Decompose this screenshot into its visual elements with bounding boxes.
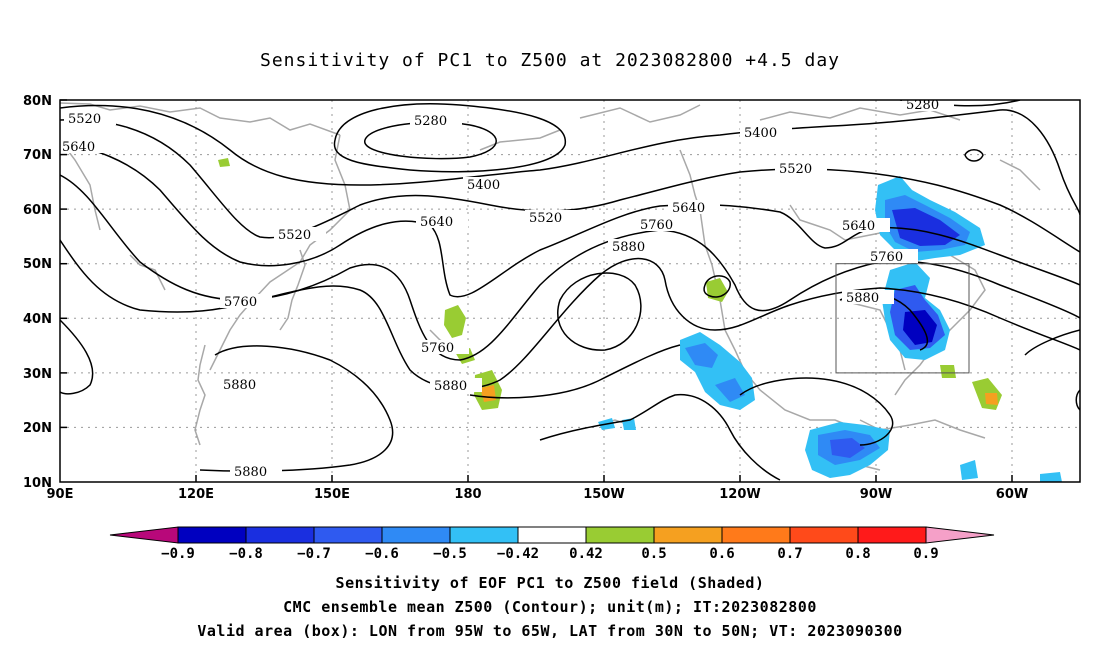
latitude-labels: 80N 70N 60N 50N 40N 30N 20N 10N	[23, 94, 52, 491]
shade-labrador-deep	[892, 208, 960, 246]
colorbar-segment	[313, 526, 383, 544]
contour-label: 5880	[612, 240, 645, 255]
lon-label: 150W	[583, 487, 624, 502]
contour-5280-closed	[333, 103, 566, 173]
lat-label: 20N	[23, 421, 52, 436]
contour-5400	[60, 104, 1080, 216]
contour-label: 5880	[846, 291, 879, 306]
colorbar-segment	[857, 526, 927, 544]
colorbar-label: 0.8	[845, 546, 870, 562]
contour-label: 5520	[779, 162, 812, 177]
contour-5280-inner	[364, 121, 497, 160]
longitude-labels: 90E 120E 150E 180 150W 120W 90W 60W	[47, 487, 1029, 502]
map-title: Sensitivity of PC1 to Z500 at 2023082800…	[259, 50, 840, 71]
colorbar-label: 0.9	[913, 546, 938, 562]
colorbar-low-arrow	[109, 526, 179, 544]
footer-line-2: CMC ensemble mean Z500 (Contour); unit(m…	[283, 598, 817, 616]
shade-east-pacific-core2	[715, 378, 745, 402]
contour-5880-pnw	[703, 275, 731, 298]
colorbar-label: −0.7	[297, 546, 331, 562]
shade-spot-far-se	[1040, 472, 1062, 482]
contour-lower	[539, 394, 781, 481]
colorbar: −0.9 −0.8 −0.7 −0.6 −0.5 −0.42 0.42 0.5 0.6 0.7 0.…	[109, 526, 995, 562]
shade-east-pacific-core	[685, 343, 718, 368]
contour-label: 5520	[278, 228, 311, 243]
colorbar-label: −0.42	[497, 546, 539, 562]
lon-label: 150E	[314, 487, 350, 502]
colorbar-label: −0.8	[229, 546, 263, 562]
contour-sw	[60, 319, 94, 395]
colorbar-label: 0.6	[709, 546, 734, 562]
contour-labels: 5520 5640 5280 5400 5520 5640 5520 5760 …	[62, 98, 940, 480]
contour-label: 5640	[842, 219, 875, 234]
lon-label: 90W	[860, 487, 892, 502]
contour-label: 5760	[640, 218, 673, 233]
colorbar-label: −0.6	[365, 546, 399, 562]
map-frame	[59, 99, 1081, 483]
shade-pos-arctic	[218, 158, 230, 167]
valid-area-box	[835, 263, 970, 374]
contour-se2	[1075, 389, 1080, 411]
colorbar-segment	[177, 526, 247, 544]
colorbar-segment	[517, 526, 587, 544]
shade-pos-dateline	[444, 305, 466, 338]
contour-label: 5640	[420, 215, 453, 230]
contour-closed-small	[964, 149, 984, 162]
colorbar-segment	[585, 526, 655, 544]
lat-label: 40N	[23, 312, 52, 327]
contour-label: 5760	[870, 250, 903, 265]
lat-label: 30N	[23, 367, 52, 382]
colorbar-label: 0.42	[569, 546, 603, 562]
contour-label: 5400	[467, 178, 500, 193]
colorbar-segment	[381, 526, 451, 544]
lon-label: 90E	[47, 487, 74, 502]
contour-label: 5520	[529, 211, 562, 226]
colorbar-label: −0.9	[161, 546, 195, 562]
shade-us-east-deep	[903, 310, 937, 345]
colorbar-segment	[789, 526, 859, 544]
contour-us	[469, 344, 681, 399]
contour-label: 5760	[421, 341, 454, 356]
contour-label: 5280	[414, 114, 447, 129]
colorbar-label: 0.5	[641, 546, 666, 562]
lat-label: 60N	[23, 203, 52, 218]
colorbar-segment	[653, 526, 723, 544]
contour-label: 5280	[906, 98, 939, 113]
map-area	[60, 100, 1080, 482]
colorbar-high-arrow	[925, 526, 995, 544]
contour-label: 5880	[223, 378, 256, 393]
lat-label: 70N	[23, 148, 52, 163]
footer-line-1: Sensitivity of EOF PC1 to Z500 field (Sh…	[335, 574, 765, 592]
colorbar-label: 0.7	[777, 546, 802, 562]
lon-label: 180	[454, 487, 481, 502]
contour-label: 5400	[744, 126, 777, 141]
colorbar-segment	[449, 526, 519, 544]
lat-label: 10N	[23, 476, 52, 491]
lon-label: 120W	[719, 487, 760, 502]
tick-marks	[60, 99, 1013, 482]
colorbar-segment	[721, 526, 791, 544]
contour-5880-closed	[557, 272, 642, 351]
shade-caribbean-deep	[830, 438, 865, 458]
shade-pos-atlantic	[940, 365, 956, 378]
shade-pos-bermuda-core	[985, 393, 998, 405]
lon-label: 60W	[996, 487, 1028, 502]
footer-line-3: Valid area (box): LON from 95W to 65W, L…	[197, 622, 903, 640]
contour-se	[1024, 329, 1080, 356]
contour-label: 5640	[672, 201, 705, 216]
lat-label: 50N	[23, 257, 52, 272]
contour-label: 5880	[234, 465, 267, 480]
lat-label: 80N	[23, 94, 52, 109]
colorbar-label: −0.5	[433, 546, 467, 562]
lon-label: 120E	[178, 487, 214, 502]
contour-label: 5880	[434, 379, 467, 394]
contour-gulf	[739, 377, 894, 446]
contour-label: 5760	[224, 295, 257, 310]
colorbar-segment	[245, 526, 315, 544]
contour-label: 5640	[62, 140, 95, 155]
contour-label: 5520	[68, 112, 101, 127]
contour-5880-south	[199, 345, 394, 472]
shade-spot-se	[960, 460, 978, 480]
